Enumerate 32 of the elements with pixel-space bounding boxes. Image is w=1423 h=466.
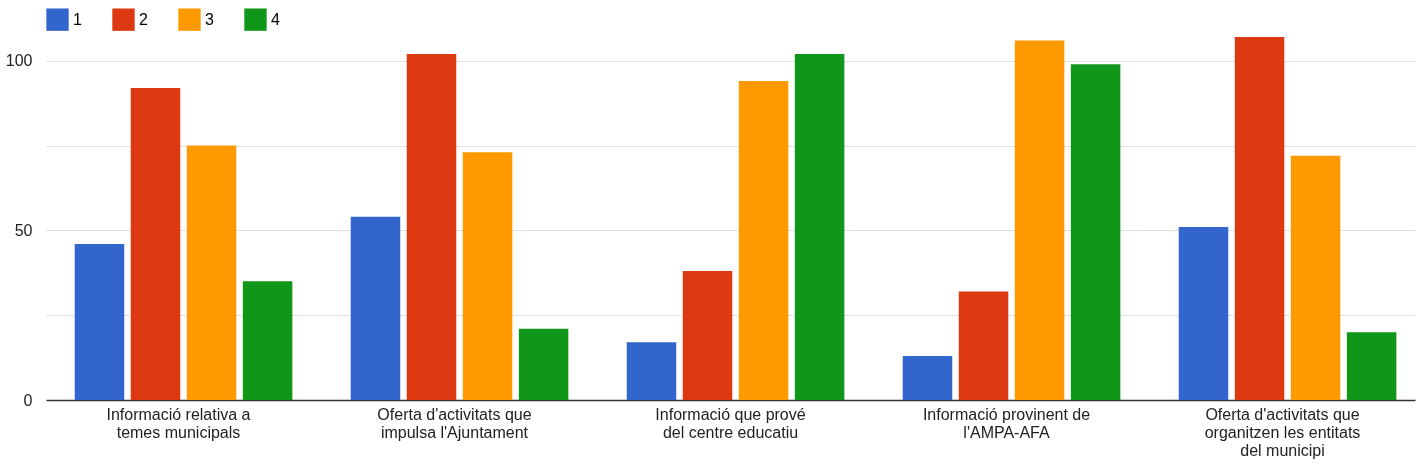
x-tick-label: Informació relativa a temes municipals [106,405,251,441]
bar [130,87,181,400]
bar [1014,40,1065,400]
x-tick-label: Informació que prové del centre educatiu [655,405,806,441]
bar [902,355,953,400]
bar [350,216,401,400]
bar [682,271,733,400]
legend-label: 3 [205,10,214,28]
bar [242,281,293,400]
bar [794,53,845,400]
bar [518,328,569,400]
bar [1346,332,1397,400]
bar [74,243,125,400]
bar [1290,155,1341,400]
bar [406,53,457,400]
y-tick-label: 50 [14,221,33,239]
x-tick-label: Informació provinent de l'AMPA-AFA [922,405,1091,441]
x-tick-label: Oferta d'activitats que impulsa l'Ajuntament [377,405,532,441]
bar [1234,37,1285,400]
y-tick-label: 0 [23,391,33,409]
legend-label: 1 [73,10,82,28]
bar [958,291,1009,400]
legend-label: 2 [139,10,148,28]
bar [738,81,789,400]
bar [1070,64,1121,400]
legend-label: 4 [271,10,280,28]
bar [186,145,237,400]
bar [626,342,677,400]
y-tick-label: 100 [5,52,33,70]
bar [1178,226,1229,400]
bar [462,152,513,400]
x-tick-label: Oferta d'activitats que organitzen les entitats del municipi [1204,405,1361,459]
